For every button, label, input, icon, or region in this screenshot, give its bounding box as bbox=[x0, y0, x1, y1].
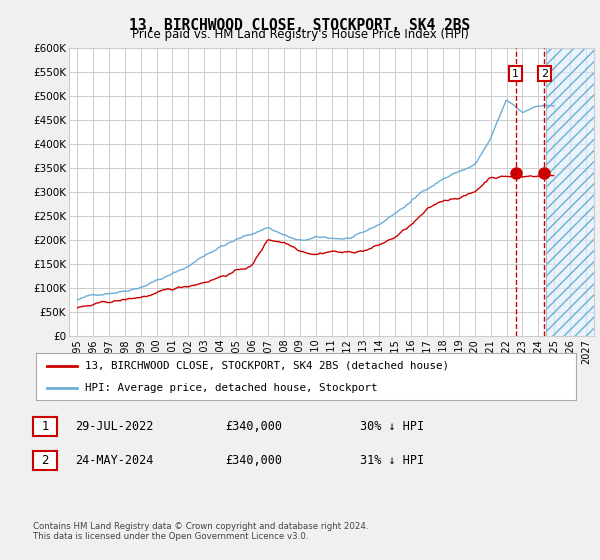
Text: 2: 2 bbox=[41, 454, 49, 467]
Text: 1: 1 bbox=[512, 68, 519, 78]
Text: 2: 2 bbox=[541, 68, 548, 78]
Text: £340,000: £340,000 bbox=[225, 420, 282, 433]
Text: HPI: Average price, detached house, Stockport: HPI: Average price, detached house, Stoc… bbox=[85, 382, 377, 393]
Text: 24-MAY-2024: 24-MAY-2024 bbox=[75, 454, 154, 467]
Text: 29-JUL-2022: 29-JUL-2022 bbox=[75, 420, 154, 433]
Bar bbox=[546, 48, 594, 336]
Text: £340,000: £340,000 bbox=[225, 454, 282, 467]
Text: 31% ↓ HPI: 31% ↓ HPI bbox=[360, 454, 424, 467]
Bar bbox=[546, 48, 594, 336]
Text: Contains HM Land Registry data © Crown copyright and database right 2024.
This d: Contains HM Land Registry data © Crown c… bbox=[33, 522, 368, 542]
Text: Price paid vs. HM Land Registry's House Price Index (HPI): Price paid vs. HM Land Registry's House … bbox=[131, 28, 469, 41]
Text: 13, BIRCHWOOD CLOSE, STOCKPORT, SK4 2BS: 13, BIRCHWOOD CLOSE, STOCKPORT, SK4 2BS bbox=[130, 18, 470, 33]
Text: 1: 1 bbox=[41, 420, 49, 433]
Text: 30% ↓ HPI: 30% ↓ HPI bbox=[360, 420, 424, 433]
Text: 13, BIRCHWOOD CLOSE, STOCKPORT, SK4 2BS (detached house): 13, BIRCHWOOD CLOSE, STOCKPORT, SK4 2BS … bbox=[85, 361, 449, 371]
